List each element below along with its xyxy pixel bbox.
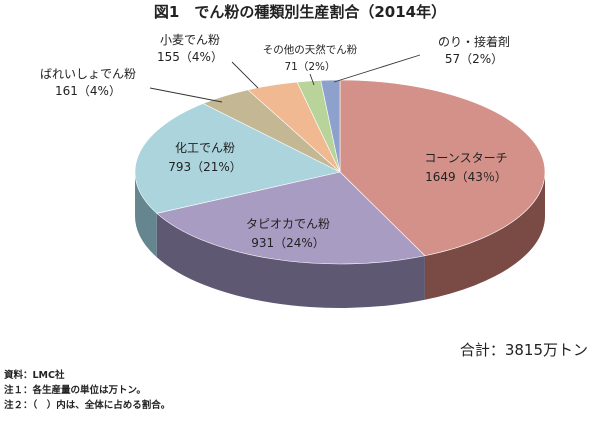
slice-label-value-3: 161（4%） [55,84,121,98]
slice-label-value-2: 793（21%） [168,160,242,174]
slice-label-value-0: 1649（43％） [425,170,507,184]
leader-line-4 [231,61,259,89]
slice-label-name-1: タピオカでん粉 [246,217,330,231]
slice-label-value-5: 71（2%） [284,61,335,73]
label-layer: コーンスターチ 1649（43％） タピオカでん粉 931（24%） 化工でん粉 793（… [40,33,510,250]
leader-line-6 [333,54,421,83]
slice-label-name-2: 化工でん粉 [175,141,235,155]
slice-label-name-5: その他の天然でん粉 [263,43,358,56]
slice-1 [156,171,426,265]
slice-label-value-6: 57（2%） [445,52,503,66]
slice-label-name-0: コーンスターチ [424,151,507,165]
slice-label-name-4: 小麦でん粉 [160,33,220,47]
slice-label-value-4: 155（4%） [157,50,223,64]
note-1: 注１：各生産量の単位は万トン。 [4,385,146,396]
slice-side-1 [156,213,425,309]
slice-side-0 [424,172,545,300]
leader-line-3 [149,87,223,103]
slice-0 [339,79,546,257]
total-label: 合計：3815万トン [460,341,588,359]
slice-label-value-1: 931（24%） [251,236,325,250]
chart-title: 図1 でん粉の種類別生産割合（2014年） [154,3,446,21]
source-note: 資料：LMC社 [4,370,65,381]
slice-label-name-3: ばれいしょでん粉 [40,67,136,81]
leader-line-5 [309,73,315,86]
note-2: 注２：（ ）内は、全体に占める割合。 [4,400,171,411]
slice-2 [134,103,341,214]
slice-label-name-6: のり・接着剤 [438,34,510,49]
notes: 資料：LMC社 注１：各生産量の単位は万トン。 注２：（ ）内は、全体に占める割… [4,368,170,413]
pie-layer [134,79,546,309]
